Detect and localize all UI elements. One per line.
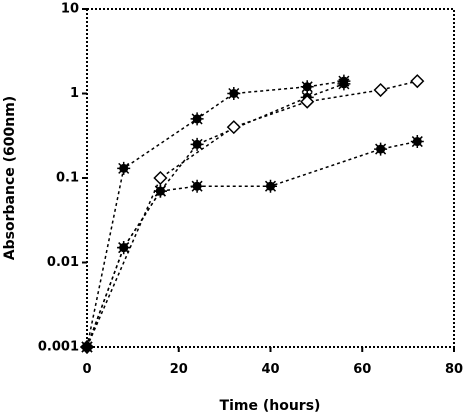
marker-rays: [80, 340, 94, 354]
data-point: [373, 82, 388, 98]
series-1: [80, 74, 351, 354]
y-tick-label: 10: [61, 2, 79, 17]
data-point: [374, 142, 388, 156]
marker-rays: [264, 179, 277, 193]
marker-rays: [337, 77, 351, 91]
y-axis-label: Absorbance (600nm): [2, 96, 18, 260]
y-tick-label: 1: [70, 86, 79, 101]
data-point: [337, 77, 351, 91]
data-point: [153, 170, 168, 186]
data-point: [190, 112, 204, 126]
y-axis-ticks: 0.001 0.01 0.1 1 10: [38, 2, 87, 355]
data-point: [264, 179, 277, 193]
data-point: [300, 80, 314, 94]
series-3: [79, 74, 425, 355]
series-line: [86, 140, 418, 348]
marker-rays: [117, 241, 131, 255]
data-point: [117, 161, 131, 175]
x-tick-label: 20: [170, 362, 188, 377]
x-axis-label: Time (hours): [220, 398, 321, 414]
series-4: [80, 135, 424, 354]
marker-rays: [190, 137, 204, 151]
x-tick-label: 0: [82, 362, 91, 377]
x-tick-label: 60: [353, 362, 371, 377]
marker-rays: [410, 135, 424, 149]
data-point: [190, 137, 204, 151]
series-line: [86, 80, 345, 348]
x-tick-label: 80: [445, 362, 463, 377]
data-point: [300, 94, 315, 109]
series-layer: [79, 74, 425, 355]
marker-rays: [190, 112, 204, 126]
x-axis-ticks: 0 20 40 60 80: [82, 347, 463, 377]
data-point: [226, 120, 241, 135]
data-point: [190, 179, 204, 193]
series-line: [86, 80, 418, 348]
series-2: [80, 77, 351, 354]
data-point: [227, 87, 241, 100]
data-point: [117, 241, 131, 255]
y-tick-label: 0.01: [47, 255, 79, 270]
marker-rays: [190, 179, 204, 193]
marker-rays: [227, 87, 241, 100]
y-tick-label: 0.001: [38, 340, 79, 355]
marker-rays: [153, 184, 167, 198]
y-tick-label: 0.1: [56, 171, 79, 186]
x-tick-label: 40: [261, 362, 279, 377]
data-point: [80, 340, 94, 354]
plot-frame: [86, 8, 455, 348]
data-point: [410, 74, 425, 89]
series-line: [86, 83, 345, 348]
data-point: [153, 184, 167, 198]
marker-rays: [117, 161, 131, 175]
marker-rays: [300, 80, 314, 94]
marker-rays: [374, 142, 388, 156]
data-point: [410, 135, 424, 149]
